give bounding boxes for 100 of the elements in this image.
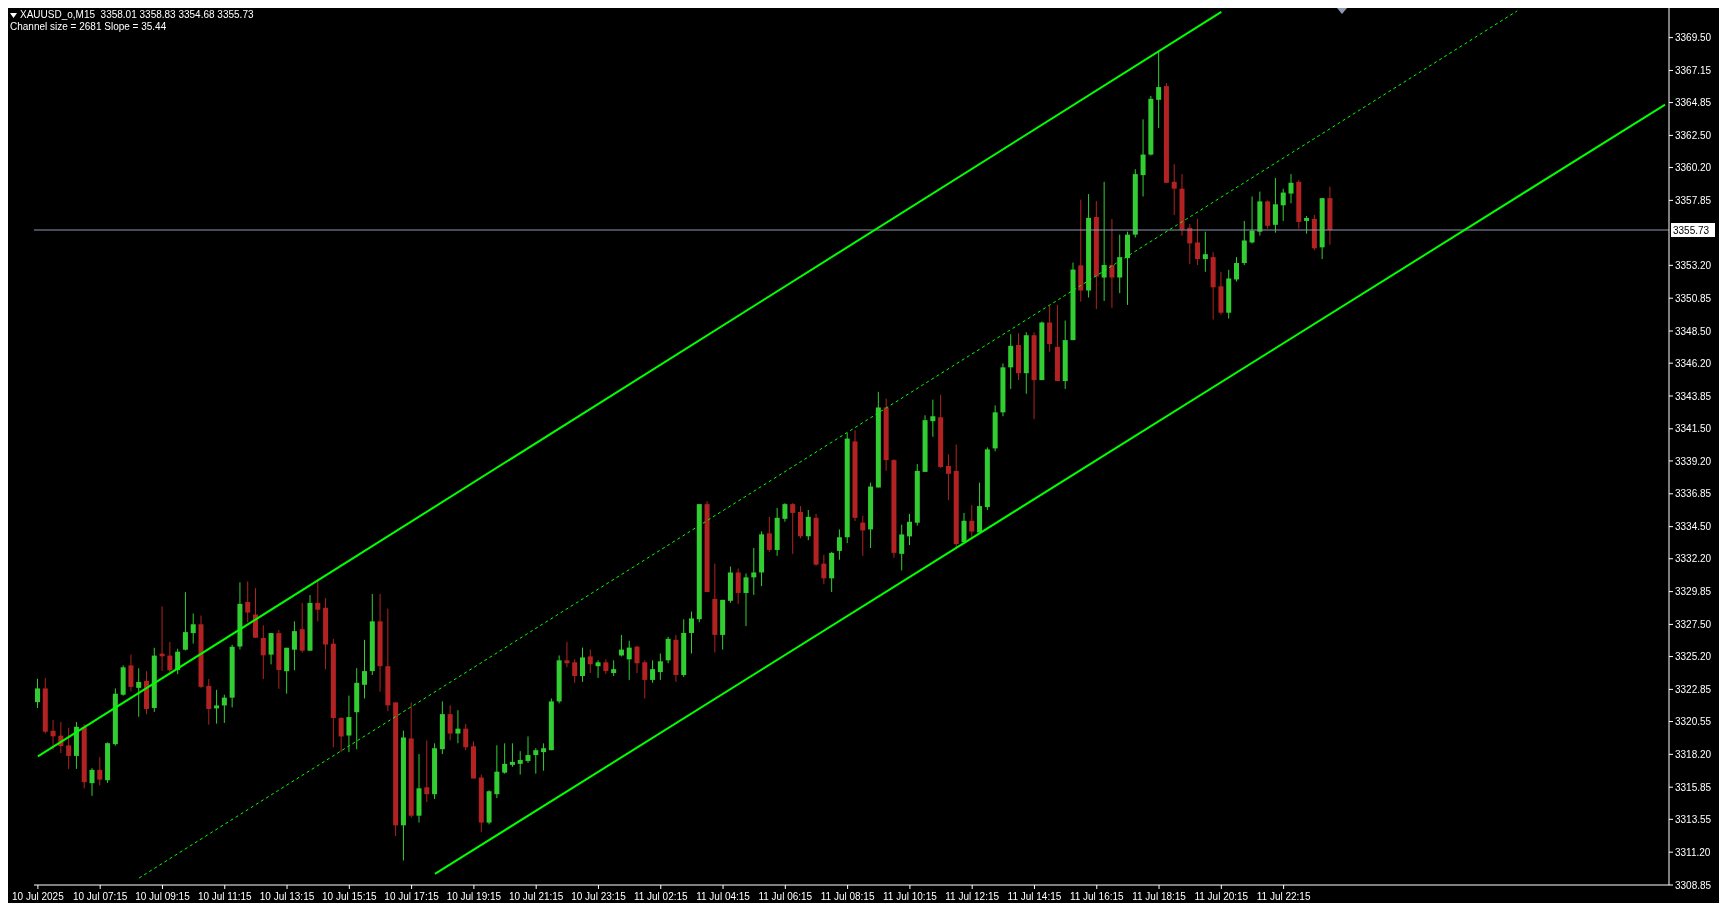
candlestick <box>650 659 656 684</box>
y-tick-label: 3320.55 <box>1675 716 1712 728</box>
candlestick <box>587 649 593 674</box>
candlestick <box>657 652 663 681</box>
candlestick <box>1280 188 1286 222</box>
candlestick <box>743 572 749 627</box>
x-tick-label: 10 Jul 09:15 <box>135 891 191 902</box>
x-tick-label: 10 Jul 15:15 <box>322 891 377 902</box>
candlestick <box>735 568 741 605</box>
x-tick-label: 11 Jul 04:15 <box>696 891 751 902</box>
candlestick <box>899 524 905 571</box>
candlestick <box>665 636 671 664</box>
y-tick-label: 3353.20 <box>1675 259 1712 271</box>
candlestick <box>766 516 772 553</box>
y-tick-label: 3369.50 <box>1675 32 1712 44</box>
candlestick <box>66 727 72 770</box>
candlestick <box>424 739 430 803</box>
candlestick <box>463 723 469 751</box>
candlestick <box>502 742 508 775</box>
candlestick <box>362 639 367 699</box>
x-tick-label: 11 Jul 10:15 <box>883 891 938 902</box>
candlestick <box>214 689 220 725</box>
candlestick <box>35 678 40 709</box>
x-tick-label: 11 Jul 16:15 <box>1069 891 1125 902</box>
candlestick <box>969 504 975 538</box>
candlestick <box>541 742 547 772</box>
x-tick-label: 10 Jul 17:15 <box>384 891 440 902</box>
candlestick <box>1125 231 1130 306</box>
y-tick-label: 3367.15 <box>1675 65 1712 76</box>
candlestick <box>930 399 936 438</box>
y-tick-label: 3348.50 <box>1675 325 1712 337</box>
candlestick <box>190 613 196 645</box>
x-tick-label: 10 Jul 07:15 <box>72 891 128 902</box>
y-tick-label: 3332.20 <box>1675 553 1712 565</box>
candlestick <box>1202 231 1208 273</box>
x-tick-label: 10 Jul 11:15 <box>197 891 253 902</box>
candlestick <box>167 641 173 673</box>
candlestick <box>1195 218 1201 266</box>
candlestick <box>291 620 297 671</box>
candlestick <box>1109 218 1115 309</box>
y-tick-label: 3336.85 <box>1675 488 1712 500</box>
candlestick <box>1272 177 1278 234</box>
candlestick <box>206 678 212 726</box>
candlestick <box>1288 173 1294 204</box>
candlestick <box>945 453 951 501</box>
candlestick <box>221 694 227 724</box>
candlestick <box>346 695 352 753</box>
candlestick <box>338 716 344 753</box>
candlestick <box>182 591 188 651</box>
text: Channel size = 2681 Slope = 35.44 <box>10 21 168 33</box>
x-tick-label: 11 Jul 12:15 <box>945 891 1000 902</box>
candlestick <box>89 767 95 797</box>
candlestick <box>1156 51 1162 129</box>
candlestick <box>299 602 305 654</box>
candlestick <box>1117 234 1123 294</box>
x-tick-label: 11 Jul 20:15 <box>1194 891 1249 902</box>
candlestick <box>1171 163 1177 216</box>
x-tick-label: 10 Jul 21:15 <box>508 891 564 902</box>
candlestick <box>860 515 866 557</box>
candlestick <box>447 704 453 741</box>
candlestick <box>455 709 461 744</box>
x-tick-label: 10 Jul 13:15 <box>259 891 315 902</box>
candlestick <box>1008 333 1014 390</box>
y-tick-label: 3327.50 <box>1675 618 1712 630</box>
y-tick-label: 3364.85 <box>1675 97 1712 109</box>
candlestick <box>517 750 523 776</box>
y-tick-label: 3329.85 <box>1675 586 1712 598</box>
x-tick-label: 10 Jul 19:15 <box>446 891 502 902</box>
y-tick-label: 3362.50 <box>1675 129 1712 141</box>
candlestick <box>509 742 515 768</box>
y-tick-label: 3339.20 <box>1675 455 1712 467</box>
y-tick-label: 3325.20 <box>1675 651 1712 663</box>
y-tick-label: 3322.85 <box>1675 683 1712 695</box>
y-tick-label: 3308.85 <box>1675 879 1712 891</box>
candlestick <box>821 554 827 585</box>
y-tick-label: 3315.85 <box>1675 781 1712 793</box>
candlestick <box>494 744 500 799</box>
y-tick-label: 3357.85 <box>1675 194 1712 206</box>
y-tick-label: 3350.85 <box>1675 292 1712 304</box>
x-tick-label: 11 Jul 22:15 <box>1256 891 1311 902</box>
candlestick <box>253 587 258 639</box>
candlestick <box>751 547 757 596</box>
candlestick <box>1101 181 1107 302</box>
y-tick-label: 3311.20 <box>1675 846 1711 858</box>
y-tick-label: 3334.50 <box>1675 521 1712 533</box>
candlestick <box>1249 195 1255 244</box>
candlestick <box>1234 256 1239 282</box>
x-tick-label: 10 Jul 23:15 <box>571 891 627 902</box>
x-tick-label: 10 Jul 2025 <box>12 891 65 902</box>
candlestick <box>782 502 788 523</box>
chart-title: XAUUSD_o,M15 3358.01 3358.83 3354.68 3355.73 <box>20 9 254 20</box>
candlestick <box>525 735 531 764</box>
y-tick-label: 3346.20 <box>1675 357 1712 369</box>
candlestick <box>642 659 648 699</box>
candlestick <box>626 640 632 681</box>
x-tick-label: 11 Jul 02:15 <box>633 891 689 902</box>
candlestick <box>97 756 103 787</box>
candlestick <box>580 647 585 683</box>
candlestick <box>595 659 601 679</box>
candlestick <box>836 528 842 561</box>
